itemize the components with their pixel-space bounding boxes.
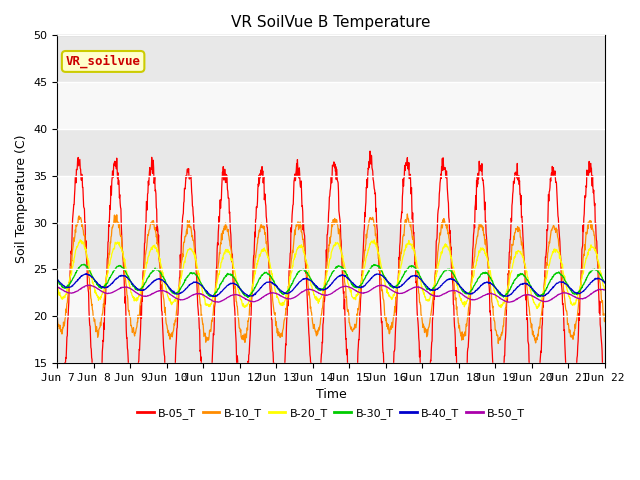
B-40_T — [237, 287, 245, 293]
Legend: B-05_T, B-10_T, B-20_T, B-30_T, B-40_T, B-50_T: B-05_T, B-10_T, B-20_T, B-30_T, B-40_T, … — [132, 403, 530, 423]
Y-axis label: Soil Temperature (C): Soil Temperature (C) — [15, 135, 28, 264]
B-20_T — [54, 285, 61, 291]
B-30_T — [163, 280, 170, 286]
B-50_T — [488, 291, 495, 297]
X-axis label: Time: Time — [316, 388, 346, 401]
Bar — [58, 176, 605, 223]
B-20_T — [237, 297, 244, 302]
B-05_T — [237, 405, 244, 410]
B-05_T — [495, 423, 502, 429]
Line: B-05_T: B-05_T — [58, 151, 605, 426]
B-05_T — [366, 148, 374, 154]
B-05_T — [162, 388, 170, 394]
B-05_T — [601, 386, 609, 392]
B-10_T — [601, 319, 609, 324]
Bar — [58, 36, 605, 82]
B-10_T — [162, 317, 170, 323]
B-40_T — [175, 290, 183, 296]
Line: B-20_T: B-20_T — [58, 240, 605, 309]
B-20_T — [163, 286, 170, 291]
B-30_T — [601, 279, 609, 285]
B-05_T — [54, 384, 61, 390]
B-20_T — [533, 306, 541, 312]
B-50_T — [417, 285, 424, 290]
B-10_T — [495, 341, 502, 347]
B-10_T — [175, 284, 183, 289]
B-40_T — [82, 271, 90, 276]
B-10_T — [488, 299, 495, 305]
B-40_T — [601, 280, 609, 286]
Line: B-50_T: B-50_T — [58, 285, 605, 302]
B-50_T — [601, 287, 609, 293]
B-30_T — [536, 293, 544, 299]
B-05_T — [488, 342, 495, 348]
B-20_T — [536, 299, 544, 305]
Line: B-40_T: B-40_T — [58, 274, 605, 297]
B-30_T — [80, 261, 88, 267]
B-50_T — [377, 282, 385, 288]
B-40_T — [209, 294, 217, 300]
B-40_T — [417, 276, 424, 282]
B-10_T — [237, 329, 244, 335]
B-05_T — [417, 361, 424, 367]
B-30_T — [237, 286, 244, 292]
B-40_T — [536, 293, 544, 299]
Text: VR_soilvue: VR_soilvue — [66, 55, 141, 68]
B-20_T — [76, 237, 84, 243]
Bar — [58, 82, 605, 129]
B-10_T — [403, 211, 411, 217]
Line: B-10_T: B-10_T — [58, 214, 605, 344]
Bar — [58, 223, 605, 269]
B-20_T — [417, 277, 424, 283]
B-05_T — [175, 285, 183, 291]
B-30_T — [244, 295, 252, 300]
B-30_T — [417, 275, 424, 280]
Title: VR SoilVue B Temperature: VR SoilVue B Temperature — [231, 15, 431, 30]
B-10_T — [536, 315, 544, 321]
B-40_T — [488, 281, 496, 287]
B-40_T — [163, 281, 170, 287]
B-50_T — [162, 288, 170, 294]
B-20_T — [175, 283, 183, 289]
B-05_T — [536, 353, 544, 359]
B-20_T — [601, 286, 609, 292]
B-30_T — [488, 278, 496, 284]
B-40_T — [54, 276, 61, 282]
B-10_T — [54, 316, 61, 322]
B-10_T — [417, 301, 424, 307]
Bar — [58, 269, 605, 316]
Line: B-30_T: B-30_T — [58, 264, 605, 298]
B-50_T — [237, 293, 244, 299]
B-30_T — [54, 276, 61, 282]
B-20_T — [488, 276, 495, 282]
B-50_T — [536, 298, 544, 303]
Bar — [58, 129, 605, 176]
B-50_T — [54, 285, 61, 290]
B-50_T — [175, 297, 183, 302]
B-50_T — [505, 300, 513, 305]
B-30_T — [175, 288, 183, 293]
Bar — [58, 316, 605, 363]
